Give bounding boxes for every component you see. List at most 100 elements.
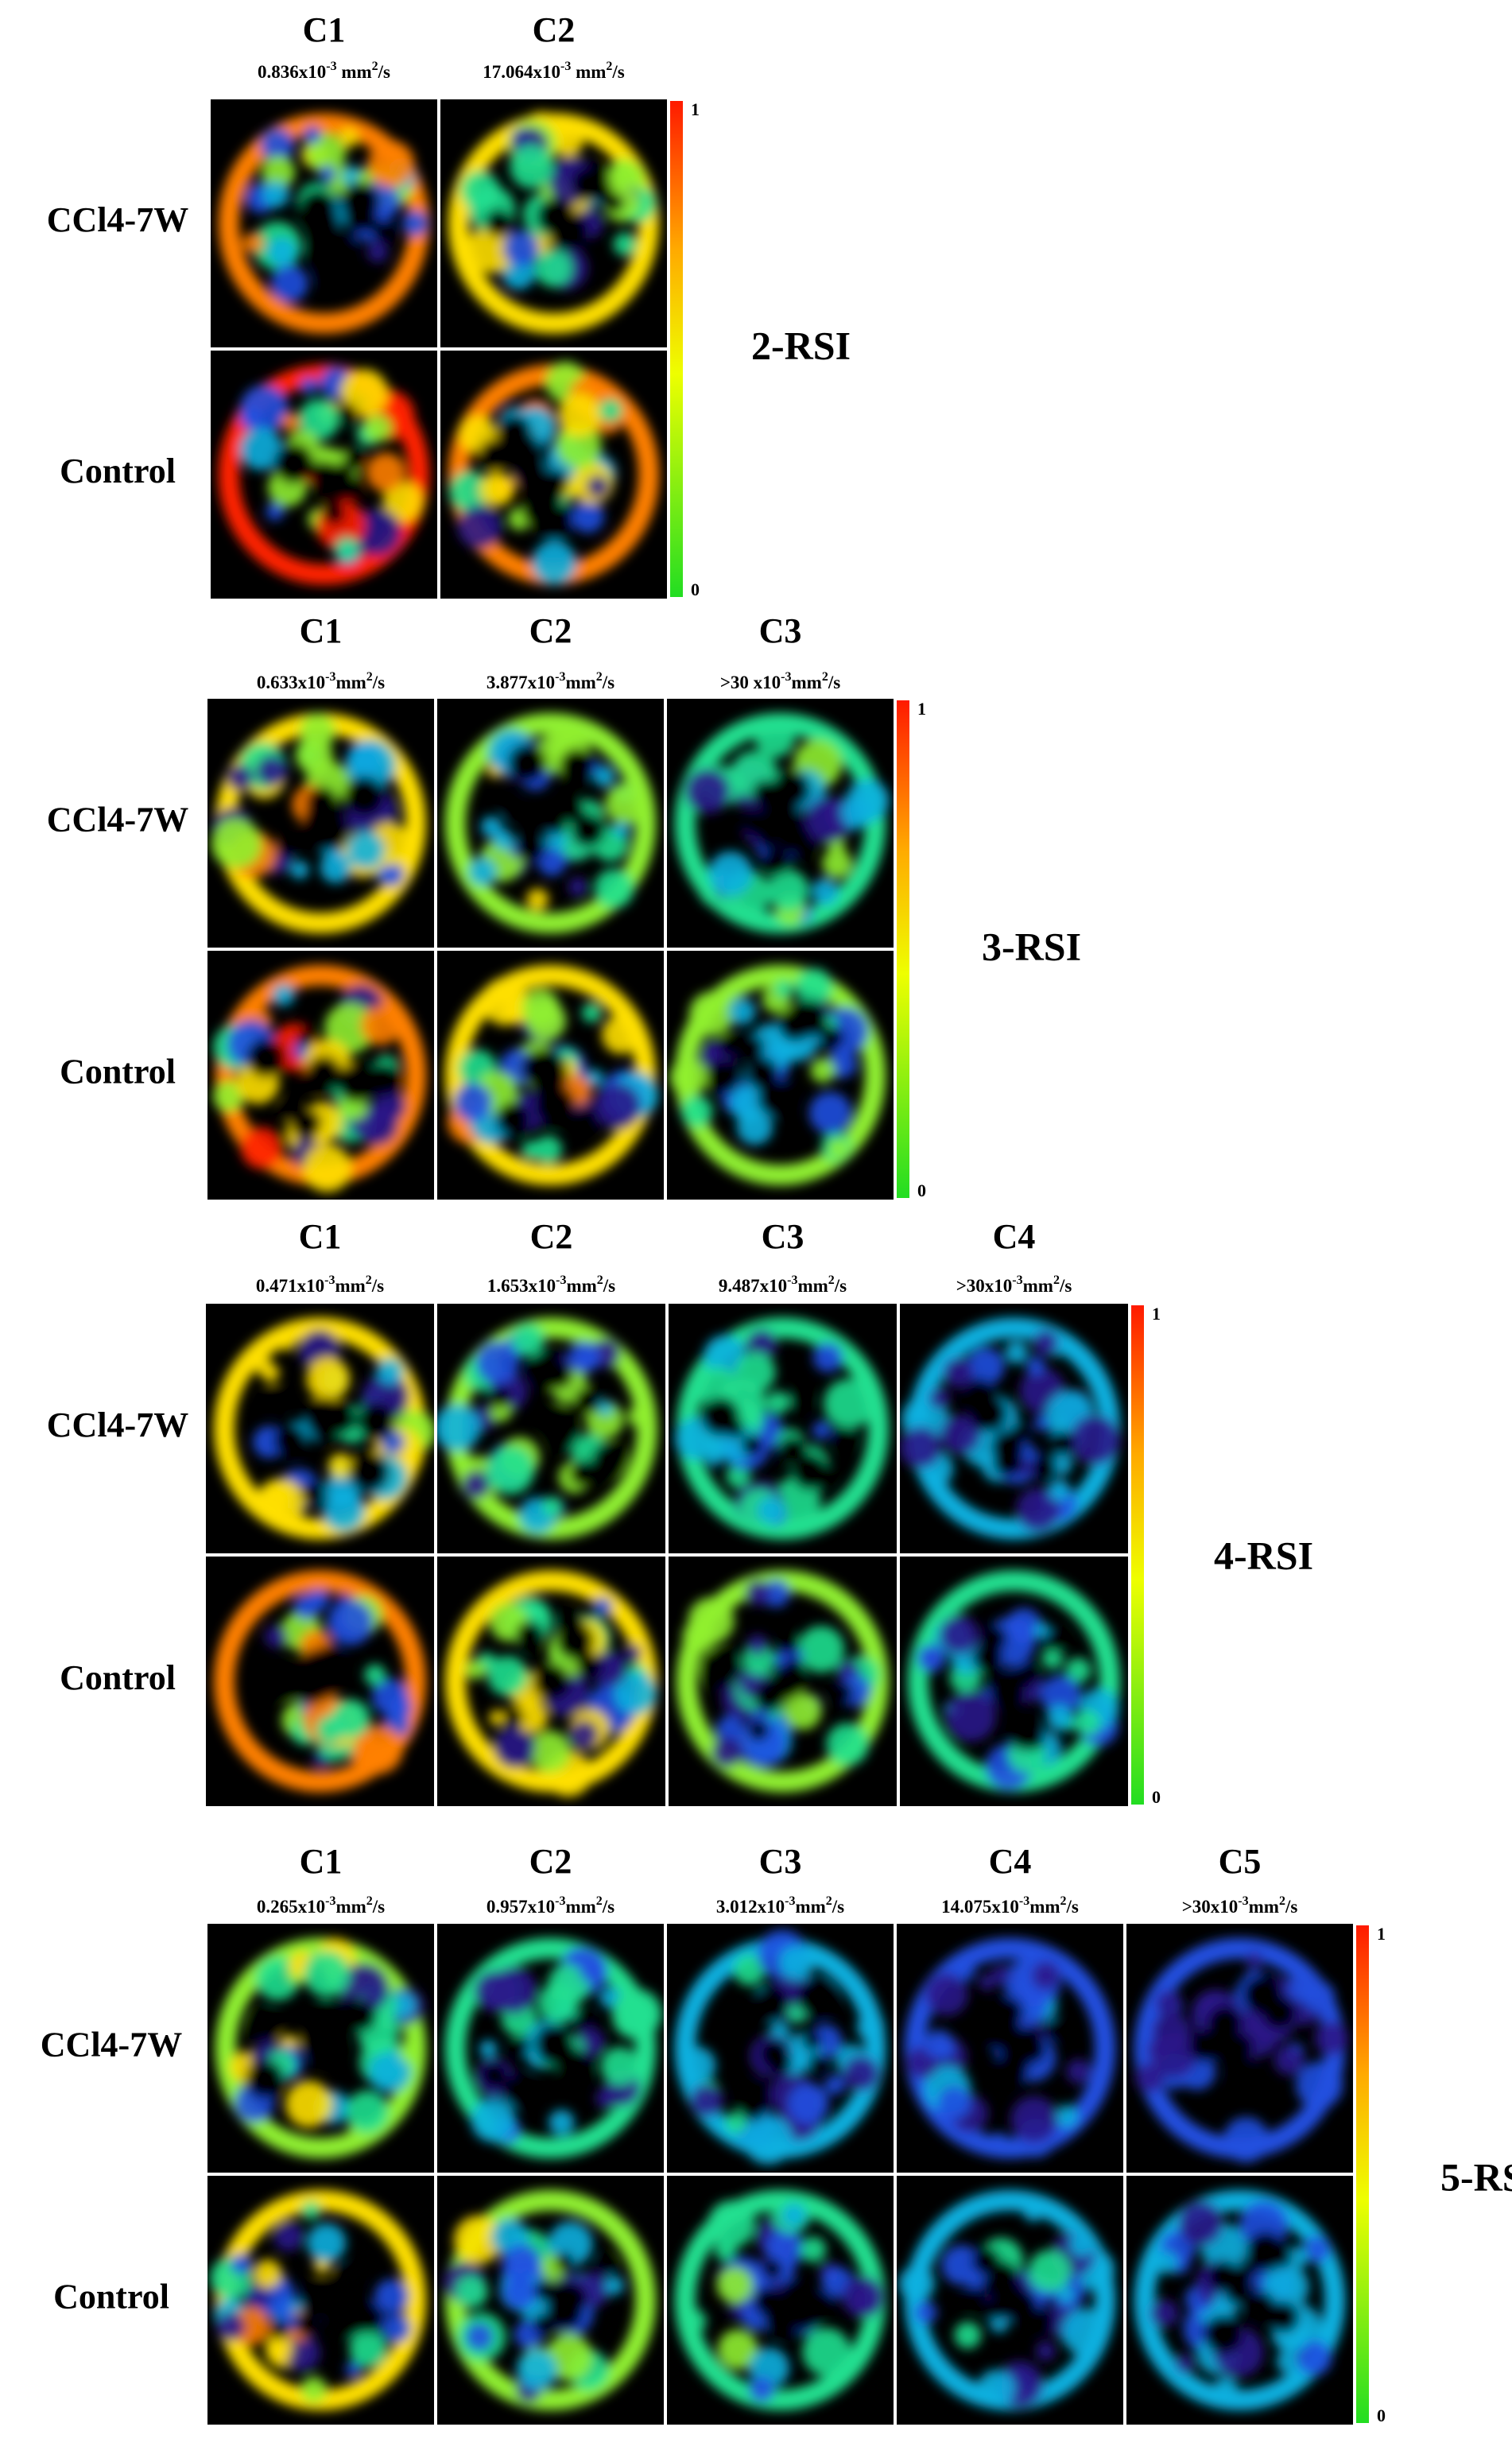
superscript: -3 bbox=[560, 60, 571, 73]
tissue-blob bbox=[480, 816, 502, 838]
superscript: 2 bbox=[366, 1894, 373, 1908]
row-label: CCl4-7W bbox=[47, 801, 188, 839]
dark-region bbox=[572, 2010, 594, 2030]
dark-region bbox=[574, 1107, 599, 1131]
tissue-blob bbox=[937, 2085, 972, 2120]
tissue-blob bbox=[728, 998, 756, 1025]
superscript: -3 bbox=[326, 60, 336, 73]
tissue-blob bbox=[627, 1405, 650, 1428]
dark-region bbox=[502, 1706, 525, 1728]
tissue-blob bbox=[1005, 1340, 1029, 1364]
tissue-blob bbox=[1150, 2299, 1179, 2328]
tissue-blob bbox=[256, 755, 288, 787]
dark-region bbox=[526, 1351, 567, 1391]
label-part: /s bbox=[611, 62, 624, 82]
tissue-blob bbox=[382, 2313, 412, 2344]
tissue-blob bbox=[255, 1956, 300, 2001]
mri-image bbox=[437, 951, 664, 1200]
dark-region bbox=[338, 235, 358, 255]
tissue-blob bbox=[453, 2216, 502, 2265]
panel-label: 5-RSI bbox=[1440, 2154, 1512, 2199]
superscript: 2 bbox=[828, 1274, 835, 1287]
tissue-blob bbox=[611, 1988, 662, 2039]
superscript: 2 bbox=[372, 60, 378, 73]
tissue-ring bbox=[904, 1937, 1116, 2159]
dark-region bbox=[294, 2311, 321, 2337]
dark-region bbox=[789, 1387, 812, 1410]
column-header: C1 bbox=[300, 611, 343, 650]
dark-region bbox=[784, 827, 815, 858]
colorbar bbox=[670, 101, 683, 597]
tissue-blob bbox=[494, 1726, 537, 1769]
tissue-blob bbox=[600, 2047, 639, 2086]
tissue-blob bbox=[669, 1058, 708, 1097]
tissue-blob bbox=[594, 868, 634, 909]
tissue-blob bbox=[730, 1085, 766, 1122]
superscript: -3 bbox=[555, 670, 565, 684]
tissue-blob bbox=[239, 406, 262, 429]
tissue-blob bbox=[239, 428, 283, 471]
tissue-blob bbox=[779, 1945, 815, 1981]
dark-region bbox=[719, 1034, 742, 1056]
tissue-blob bbox=[1263, 2263, 1309, 2310]
tissue-blob bbox=[270, 265, 308, 303]
tissue-blob bbox=[437, 1404, 481, 1452]
label-part: mm bbox=[1249, 1897, 1279, 1917]
mri-image bbox=[897, 1924, 1123, 2173]
tissue-blob bbox=[800, 2236, 827, 2263]
mri-image bbox=[669, 1557, 897, 1806]
tissue-blob bbox=[581, 1002, 602, 1023]
dark-region bbox=[507, 743, 547, 783]
tissue-blob bbox=[1066, 2059, 1091, 2084]
label-part: /s bbox=[602, 673, 614, 692]
dark-region bbox=[321, 818, 342, 839]
tissue-blob bbox=[733, 1954, 766, 1986]
diffusivity-label: 0.471x10-3mm2/s bbox=[256, 1274, 384, 1296]
column-header: C2 bbox=[530, 1217, 573, 1256]
tissue-blob bbox=[511, 1323, 545, 1357]
tissue-blob bbox=[453, 1083, 493, 1122]
dark-region bbox=[552, 2282, 588, 2318]
mri-image bbox=[437, 1557, 665, 1806]
tissue-blob bbox=[216, 2312, 246, 2342]
tissue-blob bbox=[991, 2132, 1007, 2149]
diffusivity-label: 1.653x10-3mm2/s bbox=[487, 1274, 615, 1296]
mri-image bbox=[437, 1304, 665, 1553]
tissue-blob bbox=[841, 796, 874, 828]
tissue-blob bbox=[781, 2203, 807, 2227]
dark-region bbox=[249, 2009, 281, 2041]
tissue-blob bbox=[1295, 2061, 1343, 2109]
mri-image bbox=[667, 951, 894, 1200]
label-part: >30x10 bbox=[1182, 1897, 1239, 1917]
tissue-blob bbox=[708, 851, 753, 896]
tissue-blob bbox=[1046, 1704, 1073, 1731]
tissue-blob bbox=[502, 2243, 541, 2283]
tissue-blob bbox=[601, 1015, 641, 1055]
tissue-ring bbox=[444, 712, 657, 934]
tissue-blob bbox=[464, 2322, 494, 2351]
tissue-blob bbox=[568, 1340, 600, 1373]
tissue-map bbox=[1134, 2189, 1346, 2411]
tissue-blob bbox=[227, 764, 254, 791]
dark-region bbox=[1004, 2026, 1043, 2065]
tissue-blob bbox=[1314, 2021, 1349, 2056]
tissue-blob bbox=[1303, 2235, 1331, 2263]
dark-region bbox=[762, 847, 791, 876]
label-part: mm bbox=[1029, 1897, 1060, 1917]
tissue-blob bbox=[797, 1626, 845, 1673]
dark-region bbox=[700, 1648, 741, 1689]
superscript: -3 bbox=[325, 1894, 335, 1908]
dark-region bbox=[306, 228, 346, 268]
dark-region bbox=[1203, 2314, 1243, 2355]
tissue-blob bbox=[824, 1378, 874, 1429]
mri-image bbox=[437, 699, 664, 948]
dark-region bbox=[541, 813, 561, 834]
mri-image bbox=[667, 1924, 894, 2173]
tissue-blob bbox=[688, 1597, 735, 1644]
diffusivity-label: >30x10-3mm2/s bbox=[956, 1274, 1072, 1296]
tissue-blob bbox=[1274, 2045, 1305, 2076]
dark-region bbox=[276, 836, 297, 857]
tissue-blob bbox=[399, 2039, 425, 2064]
dark-region bbox=[262, 1386, 287, 1410]
tissue-blob bbox=[243, 2282, 272, 2311]
